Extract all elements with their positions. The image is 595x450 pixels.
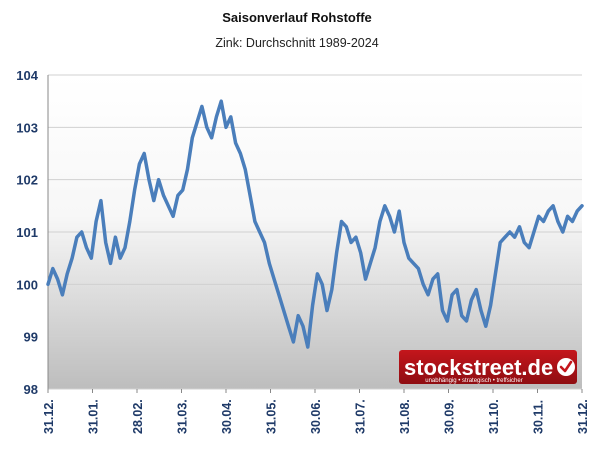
y-tick-label: 98 bbox=[24, 382, 38, 397]
chart-title: Saisonverlauf Rohstoffe bbox=[222, 10, 372, 25]
chart-subtitle: Zink: Durchschnitt 1989-2024 bbox=[215, 36, 378, 50]
x-tick-label: 31.07. bbox=[354, 399, 368, 434]
x-tick-label: 30.06. bbox=[309, 399, 323, 434]
y-axis: 98 99 100 101 102 103 104 bbox=[16, 68, 49, 397]
watermark: stockstreet.de unabhängig • strategisch … bbox=[399, 350, 577, 384]
y-tick-label: 103 bbox=[16, 120, 38, 135]
y-tick-label: 101 bbox=[16, 225, 38, 240]
x-tick-label: 30.04. bbox=[220, 399, 234, 434]
x-tick-label: 30.11. bbox=[532, 400, 546, 434]
y-tick-label: 100 bbox=[16, 277, 38, 292]
x-tick-label: 31.03. bbox=[176, 399, 190, 434]
watermark-brand: stockstreet.de bbox=[404, 355, 553, 380]
x-axis: 31.12. 31.01. 28.02. 31.03. 30.04. 31.05. 30.0… bbox=[42, 389, 590, 434]
y-tick-label: 99 bbox=[24, 330, 38, 345]
series-line bbox=[46, 99, 584, 349]
series-group bbox=[46, 99, 584, 349]
check-mark bbox=[559, 360, 573, 373]
x-tick-label: 31.05. bbox=[265, 399, 279, 434]
x-tick-label: 28.02. bbox=[131, 399, 145, 434]
x-tick-label: 31.08. bbox=[398, 399, 412, 434]
x-tick-label: 30.09. bbox=[443, 399, 457, 434]
x-tick-label: 31.12. bbox=[576, 399, 590, 434]
x-tick-label: 31.10. bbox=[487, 399, 501, 434]
watermark-tagline: unabhängig • strategisch • treffsicher bbox=[425, 378, 522, 384]
y-tick-label: 104 bbox=[16, 68, 38, 83]
x-tick-label: 31.01. bbox=[87, 399, 101, 434]
x-tick-label: 31.12. bbox=[42, 399, 56, 434]
y-tick-label: 102 bbox=[16, 173, 38, 188]
